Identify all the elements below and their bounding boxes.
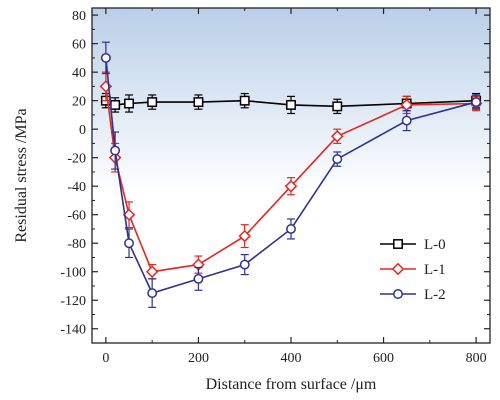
y-tick-label: 20	[72, 95, 86, 110]
y-tick-label: 0	[79, 123, 86, 138]
legend-item-l-0: L-0	[380, 237, 446, 253]
x-tick-label: 400	[281, 351, 302, 366]
data-point	[239, 259, 250, 270]
plot-area	[92, 8, 490, 343]
y-tick-label: -60	[67, 209, 86, 224]
legend: L-0 L-1 L-2	[380, 237, 446, 303]
data-point	[286, 224, 296, 234]
data-point	[147, 97, 158, 108]
legend-marker	[393, 289, 403, 299]
data-point	[193, 273, 204, 284]
y-tick-label: 40	[72, 66, 86, 81]
series-line	[105, 86, 477, 273]
y-tick-label: 60	[72, 38, 86, 53]
y-tick-label: -120	[60, 294, 86, 309]
y-tick-label: -140	[60, 323, 86, 338]
data-point	[147, 288, 158, 299]
legend-marker	[391, 262, 405, 276]
data-point	[331, 130, 344, 143]
legend-marker	[393, 239, 403, 249]
y-tick-label: -40	[67, 180, 86, 195]
x-axis-title: Distance from surface /μm	[206, 376, 377, 393]
data-point	[100, 52, 111, 63]
legend-label: L-2	[424, 287, 446, 303]
data-point	[471, 97, 482, 108]
legend-item-l-2: L-2	[380, 287, 446, 303]
y-tick-label: -20	[67, 152, 86, 167]
y-tick-label: 80	[72, 9, 86, 24]
legend-item-l-1: L-1	[380, 262, 446, 278]
x-tick-label: 800	[466, 351, 487, 366]
y-tick-label: -100	[60, 266, 86, 281]
data-point	[286, 99, 296, 110]
plot-frame	[91, 7, 491, 344]
series-line	[105, 57, 477, 295]
data-point	[122, 208, 136, 221]
data-point	[124, 98, 134, 109]
series-l-2	[100, 41, 482, 308]
data-point	[193, 97, 204, 108]
y-tick-label: -80	[67, 237, 86, 252]
legend-label: L-1	[424, 262, 446, 278]
data-point	[401, 115, 412, 126]
data-point	[110, 99, 121, 110]
series-group	[99, 41, 483, 308]
series-line	[105, 99, 477, 108]
x-tick-label: 600	[373, 351, 394, 366]
data-point	[239, 95, 250, 106]
x-tick-label: 200	[188, 351, 209, 366]
data-point	[332, 101, 343, 112]
data-point	[110, 145, 121, 156]
x-tick-label: 0	[102, 351, 109, 366]
data-point	[145, 265, 159, 278]
data-point	[332, 154, 343, 165]
data-point	[284, 179, 298, 193]
legend-label: L-0	[424, 237, 446, 253]
y-axis-title: Residual stress /MPa	[13, 108, 30, 242]
data-point	[238, 229, 251, 243]
data-point	[124, 238, 134, 249]
